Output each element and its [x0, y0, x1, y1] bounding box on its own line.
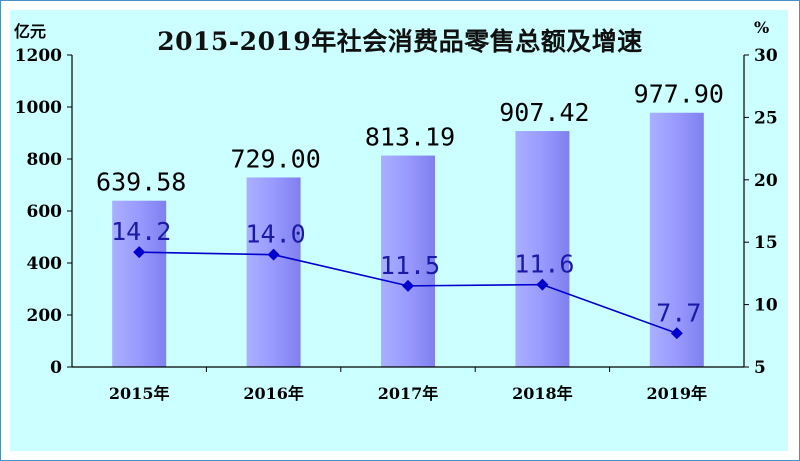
growth-point-2: [267, 248, 280, 261]
x-tick-label: 2019年: [647, 384, 708, 403]
y-left-tick-label: 200: [27, 306, 63, 326]
bar-5: [649, 112, 704, 367]
growth-point-5: [670, 327, 683, 340]
x-tick-label: 2015年: [109, 384, 170, 403]
y-left-tick-label: 400: [27, 254, 63, 274]
bar-value-label: 977.90: [634, 80, 724, 109]
y-left-tick-label: 0: [50, 358, 62, 378]
growth-value-label: 14.2: [111, 217, 171, 246]
bar-value-label: 729.00: [230, 144, 320, 173]
x-tick-label: 2016年: [243, 384, 304, 403]
growth-value-label: 7.7: [656, 298, 701, 327]
y-right-tick-label: 25: [754, 108, 778, 128]
y-left-tick-label: 1200: [15, 46, 62, 66]
bar-value-label: 907.42: [499, 98, 589, 127]
growth-point-4: [536, 278, 549, 291]
y-right-tick-label: 15: [754, 233, 778, 253]
bar-value-label: 813.19: [365, 123, 455, 152]
x-tick-label: 2018年: [512, 384, 573, 403]
y-left-tick-label: 800: [27, 150, 63, 170]
bar-value-label: 639.58: [96, 168, 186, 197]
y-right-tick-label: 10: [754, 296, 778, 316]
growth-value-label: 11.5: [380, 251, 440, 280]
growth-value-label: 11.6: [514, 250, 574, 279]
y-right-tick-label: 20: [754, 171, 778, 191]
y-right-unit: %: [754, 18, 770, 37]
y-right-tick-label: 30: [754, 46, 778, 66]
x-tick-label: 2017年: [378, 384, 439, 403]
growth-point-1: [133, 246, 146, 259]
bar-1: [112, 200, 167, 367]
bar-2: [246, 177, 301, 367]
growth-value-label: 14.0: [245, 220, 305, 249]
bar-3: [381, 155, 435, 367]
bar-4: [515, 131, 570, 367]
y-left-unit: 亿元: [14, 22, 47, 41]
chart-title: 2015-2019年社会消费品零售总额及增速: [157, 27, 643, 56]
y-right-tick-label: 5: [754, 358, 766, 378]
y-left-tick-label: 600: [27, 202, 63, 222]
growth-point-3: [402, 279, 414, 292]
y-left-tick-label: 1000: [15, 98, 62, 118]
